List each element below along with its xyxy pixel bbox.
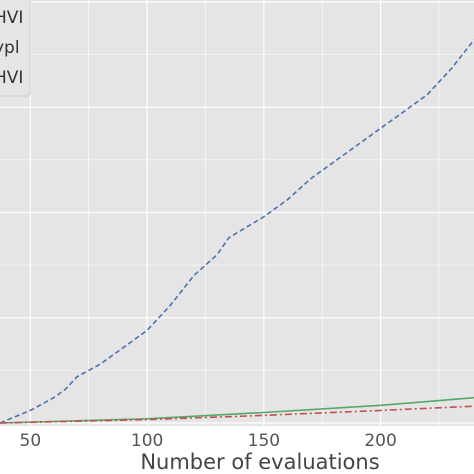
legend-box <box>0 0 31 97</box>
legend: HVI ypl HVI <box>0 0 31 97</box>
series-layer <box>0 39 474 424</box>
x-tick-label: 200 <box>364 431 396 451</box>
legend-entry-3: HVI <box>0 68 23 88</box>
x-tick-label: 50 <box>20 431 42 451</box>
series-line-3 <box>0 405 474 424</box>
legend-entry-1: HVI <box>0 8 23 28</box>
x-tick-label: 100 <box>131 431 163 451</box>
grid <box>0 0 474 426</box>
x-tick-labels: 50 100 150 200 <box>20 431 397 451</box>
series-line-1 <box>0 39 474 424</box>
x-tick-label: 150 <box>248 431 280 451</box>
x-axis-title: Number of evaluations <box>140 450 379 474</box>
series-line-2 <box>0 396 474 424</box>
legend-entry-2: ypl <box>0 38 20 58</box>
